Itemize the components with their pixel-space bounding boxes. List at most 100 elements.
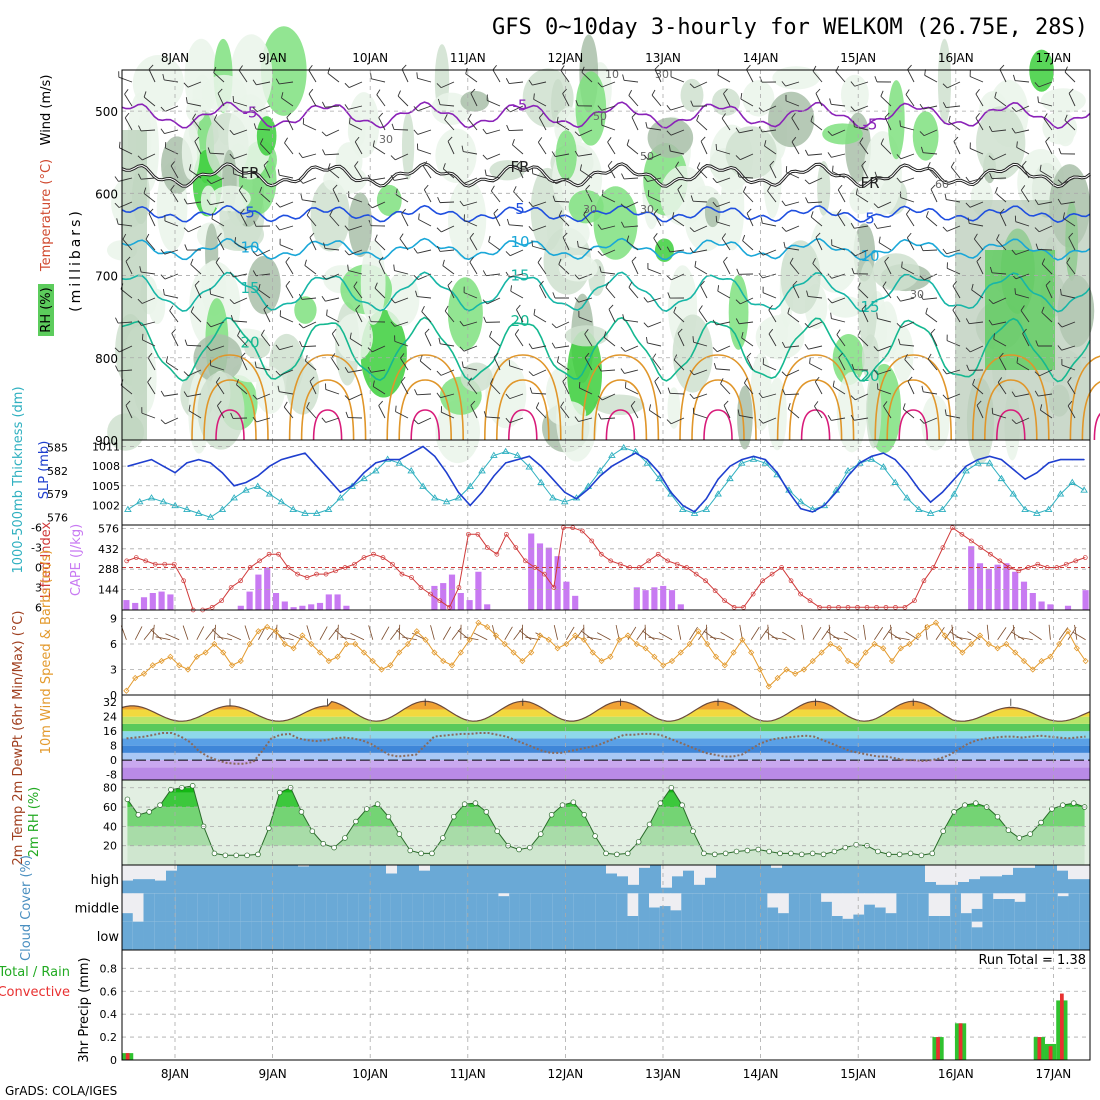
wind-barb-flag xyxy=(240,352,246,358)
temperature-contour-label: 10 xyxy=(240,238,259,256)
rh-point xyxy=(309,828,316,834)
cloud-cell xyxy=(1002,874,1014,894)
wind-barb xyxy=(855,393,869,401)
wind-barb-flag xyxy=(584,352,590,359)
wind-speed-point xyxy=(563,640,570,648)
slp-point xyxy=(528,455,530,457)
wind-barb-flag xyxy=(944,409,947,416)
wind-barb-flag xyxy=(855,188,858,195)
cloud-cell xyxy=(573,921,585,950)
cloud-cell xyxy=(606,873,618,894)
wind-barb xyxy=(880,96,892,107)
wind10m-barb xyxy=(306,625,312,640)
cape-bar xyxy=(158,591,165,610)
wind-speed-point xyxy=(827,640,834,648)
wind10m-barb xyxy=(244,625,250,640)
precip-convective-bar xyxy=(125,1053,130,1060)
temperature-contour xyxy=(1093,412,1100,441)
wind-barb xyxy=(670,76,685,83)
cape-tick-label: 432 xyxy=(98,543,119,556)
wind-barb xyxy=(532,173,547,179)
top-day-label: 17JAN xyxy=(1036,51,1072,65)
rh-point xyxy=(1070,800,1077,806)
wind-barb xyxy=(740,98,754,107)
wind-barb xyxy=(716,221,731,227)
thickness-point xyxy=(962,467,970,474)
wind-barb xyxy=(654,381,662,395)
cloud-cell xyxy=(659,921,672,950)
wind-barb-flag xyxy=(1057,322,1063,328)
pressure-tick-label: 900 xyxy=(95,434,118,448)
slp-point xyxy=(268,465,271,467)
temp-tick-label: 0 xyxy=(110,754,117,767)
wind-barb-flag xyxy=(467,113,472,120)
wind-barb-flag xyxy=(461,145,464,152)
wind-barb xyxy=(1015,273,1030,280)
wind-barb-flag xyxy=(147,352,153,359)
wind-barb-flag xyxy=(643,297,648,303)
rh-point xyxy=(809,850,816,857)
wind-barb xyxy=(696,120,708,131)
wind-barb-flag xyxy=(354,136,360,143)
temp-tick-label: -8 xyxy=(106,769,117,782)
cloud-cell xyxy=(980,876,992,894)
rh-point xyxy=(450,813,457,820)
wind-speed-point xyxy=(334,653,341,660)
wind-barb xyxy=(1038,201,1053,205)
cloud-cell xyxy=(1057,921,1069,950)
wind-barb-flag xyxy=(804,344,809,350)
cloud-cell xyxy=(390,893,403,922)
thickness-point xyxy=(879,463,888,470)
wind-barb xyxy=(325,273,340,280)
wind-barb-flag xyxy=(367,347,373,353)
cloud-cell xyxy=(616,893,629,922)
wind-speed-point xyxy=(686,640,693,648)
cloud-cell xyxy=(304,921,317,950)
wind-barb-flag xyxy=(442,163,446,170)
slp-point xyxy=(316,465,318,467)
cape-bar xyxy=(457,593,464,610)
wind10m-barb xyxy=(473,632,488,641)
thickness-point xyxy=(1021,505,1029,512)
cloud-cell xyxy=(606,893,618,922)
wind-barb-flag xyxy=(884,112,890,118)
wind-barb xyxy=(417,105,432,112)
wind-barb-flag xyxy=(720,378,724,384)
wind-barb-flag xyxy=(115,317,119,324)
wind-barb xyxy=(327,168,340,179)
wind-barb xyxy=(746,69,754,83)
wind-barb xyxy=(308,93,317,107)
wind-barb xyxy=(395,411,409,419)
rh-contour-label: 30 xyxy=(640,203,654,216)
wind-barb xyxy=(532,245,547,251)
rh-shade xyxy=(435,128,477,183)
wind10m-barb xyxy=(782,631,796,641)
wind-barb xyxy=(329,215,340,227)
wind-barb-flag xyxy=(459,320,464,327)
wind10m-barb xyxy=(278,636,294,641)
wind-barb xyxy=(148,213,156,227)
wind-barb-flag xyxy=(827,415,832,421)
wind-barb-flag xyxy=(505,417,511,424)
wind-speed-point xyxy=(704,640,711,648)
wind-barb-flag xyxy=(556,116,559,123)
cloud-cell xyxy=(874,907,887,922)
chart-title: GFS 0~10day 3-hourly for WELKOM (26.75E,… xyxy=(492,15,1088,40)
wind-barb xyxy=(768,309,777,323)
wind-barb-flag xyxy=(1035,340,1039,347)
wind-barb xyxy=(947,267,961,275)
wind-barb-flag xyxy=(183,227,189,233)
temperature-contour xyxy=(312,409,343,441)
wind-barb xyxy=(994,97,1007,107)
wind-barb-flag xyxy=(907,376,913,382)
rh-shade xyxy=(348,192,373,258)
wind-barb-flag xyxy=(791,136,797,143)
wind-barb-flag xyxy=(859,137,864,143)
lifted-index-point xyxy=(1063,561,1069,567)
lifted-index-point xyxy=(902,604,908,610)
slp-point xyxy=(209,462,212,464)
wind-barb-flag xyxy=(513,186,517,192)
rh-shade xyxy=(725,126,777,180)
top-day-label: 14JAN xyxy=(743,51,779,65)
